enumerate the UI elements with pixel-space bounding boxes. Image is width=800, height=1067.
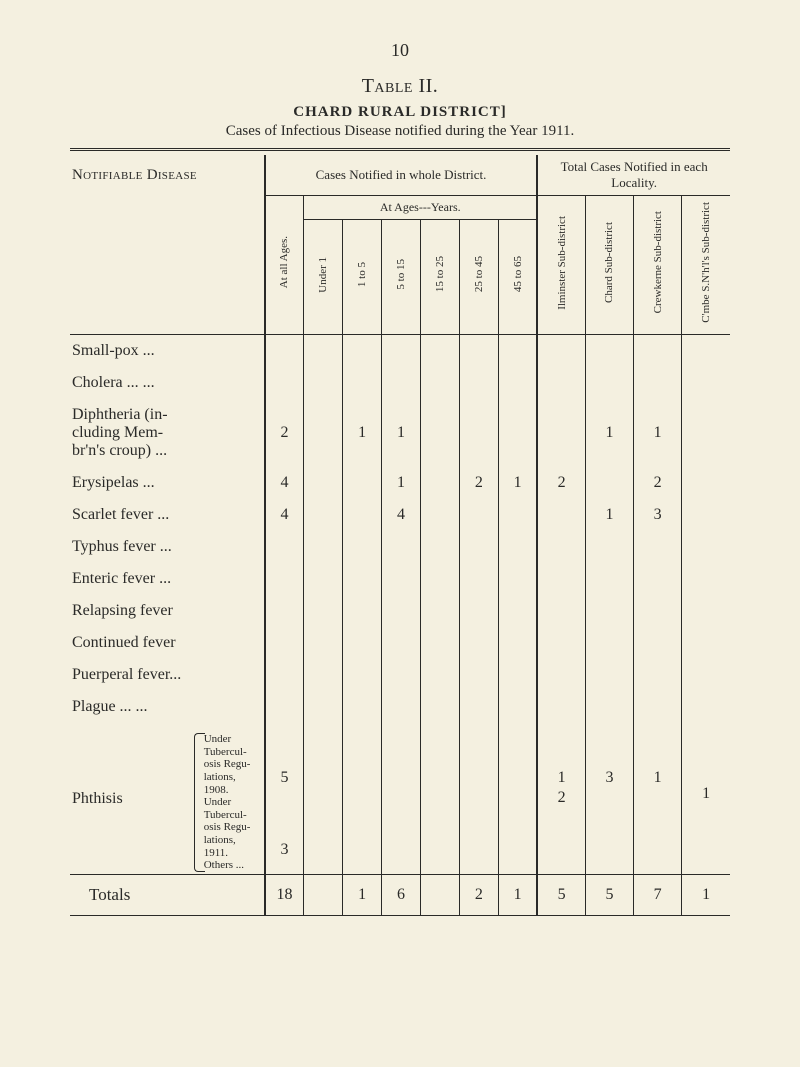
col-total-locality: Total Cases Notified in each Locality.	[537, 155, 730, 196]
disease-label: Continued fever	[72, 634, 176, 651]
district-title: CHARD RURAL DISTRICT]	[70, 104, 730, 121]
row-relapsing: Relapsing fever	[70, 595, 730, 627]
row-totals: Totals 18 1 6 2 1 5 5 7 1	[70, 875, 730, 915]
col-ilminster: Ilminster Sub-district	[537, 196, 585, 335]
col-cmbe: C'mbe S.N'h'l's Sub-district	[682, 196, 730, 335]
totals-label: Totals	[89, 885, 130, 904]
disease-label: Enteric fever	[72, 570, 155, 587]
col-at-all-ages: At all Ages.	[265, 196, 304, 335]
row-cholera: Cholera ...	[70, 367, 730, 399]
cell-value: 2	[540, 787, 583, 807]
cell-value: 1	[585, 499, 633, 531]
row-diphtheria: Diphtheria (in- cluding Mem- br'n's crou…	[70, 399, 730, 467]
disease-label: Scarlet fever	[72, 506, 153, 523]
cell-value: 6	[382, 875, 421, 915]
cell-value: 4	[265, 499, 304, 531]
row-smallpox: Small-pox	[70, 335, 730, 367]
cell-value: 1	[634, 399, 682, 467]
cell-value: 1	[498, 467, 537, 499]
disease-label: Relapsing fever	[72, 602, 173, 619]
disease-label: Small-pox	[72, 342, 139, 359]
cell-value: 2	[537, 467, 585, 499]
disease-label: Erysipelas	[72, 474, 139, 491]
row-enteric: Enteric fever	[70, 563, 730, 595]
page-number: 10	[70, 40, 730, 61]
cell-value: 1	[343, 399, 382, 467]
col-15-to-25: 15 to 25	[420, 220, 459, 335]
cell-value: 1	[636, 725, 679, 787]
row-typhus: Typhus fever	[70, 531, 730, 563]
phthisis-sublabels: Under Tubercul- osis Regu- lations, 1908…	[204, 733, 262, 872]
cell-value: 1	[382, 467, 421, 499]
row-phthisis: Phthisis Under Tubercul- osis Regu- lati…	[70, 723, 730, 875]
disease-label: Diphtheria (in- cluding Mem- br'n's crou…	[72, 406, 168, 460]
cell-value: 1	[382, 399, 421, 467]
cell-value: 4	[265, 467, 304, 499]
cell-value: 2	[634, 467, 682, 499]
cases-table: Notifiable Disease Cases Notified in who…	[70, 148, 730, 916]
row-erysipelas: Erysipelas 4 1 2 1 2 2	[70, 467, 730, 499]
col-25-to-45: 25 to 45	[459, 220, 498, 335]
cell-value: 5	[585, 875, 633, 915]
cell-value: 2	[459, 875, 498, 915]
cell-value: 1	[684, 725, 728, 803]
disease-label: Phthisis	[72, 790, 123, 807]
cell-value: 5	[268, 725, 301, 787]
table-label: Table II.	[70, 75, 730, 98]
row-plague: Plague	[70, 691, 730, 723]
row-scarlet: Scarlet fever 4 4 1 3	[70, 499, 730, 531]
cell-value: 1	[585, 399, 633, 467]
cell-value: 3	[588, 725, 631, 787]
col-crewkerne: Crewkerne Sub-district	[634, 196, 682, 335]
brace-icon	[194, 733, 205, 872]
disease-label: Plague	[72, 698, 116, 715]
cell-value: 3	[268, 787, 301, 859]
disease-label: Puerperal fever...	[72, 666, 181, 683]
cell-value: 2	[265, 399, 304, 467]
col-cases-notified: Cases Notified in whole District.	[265, 155, 538, 196]
col-1-to-5: 1 to 5	[343, 220, 382, 335]
disease-label: Typhus fever	[72, 538, 156, 555]
disease-label: Cholera ...	[72, 374, 139, 391]
cell-value: 1	[682, 875, 730, 915]
cell-value: 3	[634, 499, 682, 531]
col-5-to-15: 5 to 15	[382, 220, 421, 335]
cell-value: 1	[540, 725, 583, 787]
cell-value: 1	[498, 875, 537, 915]
row-continued: Continued fever	[70, 627, 730, 659]
cell-value: 7	[634, 875, 682, 915]
col-at-ages-years: At Ages---Years.	[304, 196, 538, 220]
col-under-1: Under 1	[304, 220, 343, 335]
col-chard: Chard Sub-district	[585, 196, 633, 335]
cell-value: 2	[459, 467, 498, 499]
cell-value: 1	[343, 875, 382, 915]
col-notifiable-disease: Notifiable Disease	[70, 155, 265, 335]
row-puerperal: Puerperal fever...	[70, 659, 730, 691]
cell-value: 5	[537, 875, 585, 915]
report-title: Cases of Infectious Disease notified dur…	[70, 123, 730, 140]
cell-value: 4	[382, 499, 421, 531]
cell-value: 18	[265, 875, 304, 915]
col-45-to-65: 45 to 65	[498, 220, 537, 335]
